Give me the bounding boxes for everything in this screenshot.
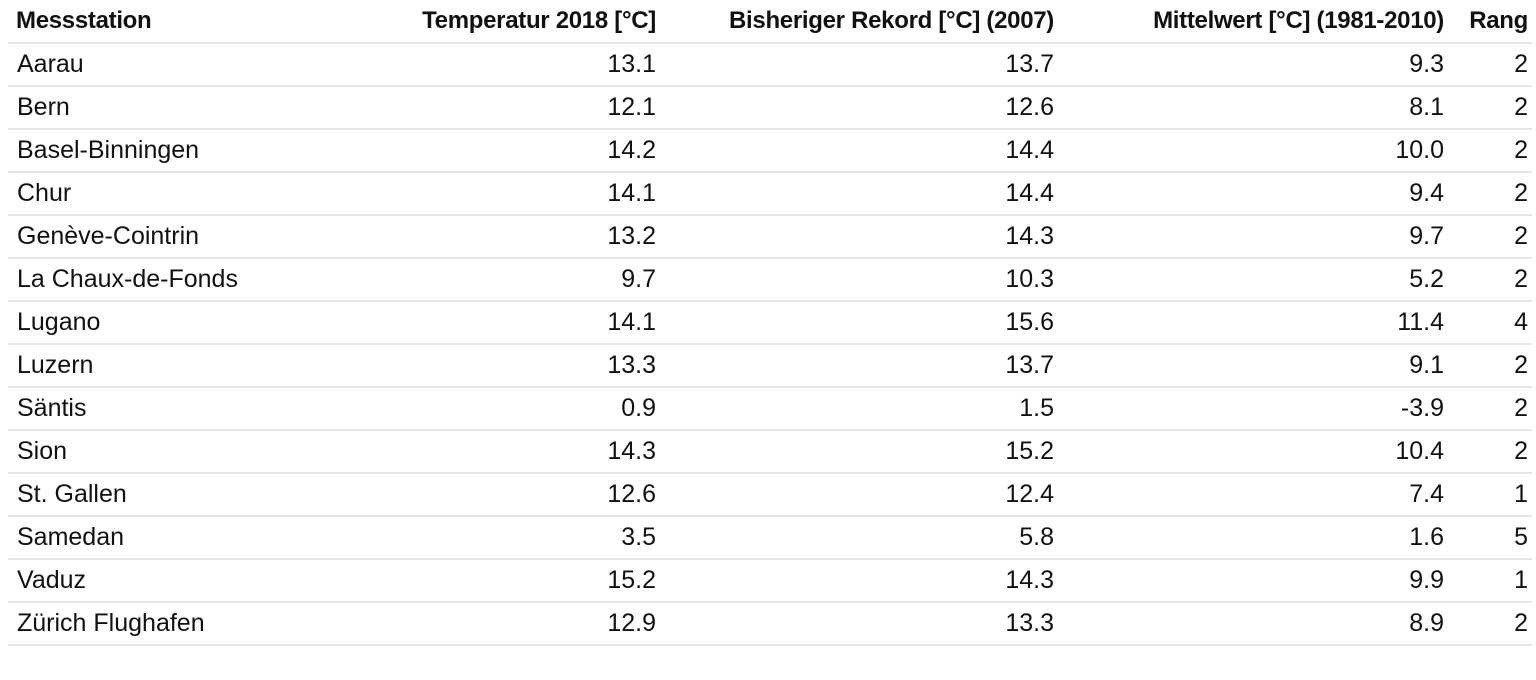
- cell-temp-2018: 14.3: [360, 430, 660, 474]
- cell-temp-2018: 0.9: [360, 387, 660, 431]
- cell-station: Samedan: [8, 516, 360, 560]
- table-row: La Chaux-de-Fonds 9.7 10.3 5.2 2: [8, 258, 1532, 302]
- table-row: Vaduz 15.2 14.3 9.9 1: [8, 559, 1532, 603]
- cell-station: Lugano: [8, 301, 360, 345]
- table-row: Säntis 0.9 1.5 -3.9 2: [8, 387, 1532, 431]
- cell-previous-record: 14.3: [660, 559, 1058, 603]
- cell-mean-value: 1.6: [1058, 516, 1448, 560]
- cell-mean-value: 5.2: [1058, 258, 1448, 302]
- cell-rank: 1: [1448, 559, 1532, 603]
- cell-mean-value: 9.9: [1058, 559, 1448, 603]
- cell-mean-value: 7.4: [1058, 473, 1448, 517]
- table-row: Samedan 3.5 5.8 1.6 5: [8, 516, 1532, 560]
- cell-mean-value: 9.4: [1058, 172, 1448, 216]
- cell-previous-record: 14.4: [660, 129, 1058, 173]
- cell-mean-value: 8.9: [1058, 602, 1448, 646]
- table-row: Lugano 14.1 15.6 11.4 4: [8, 301, 1532, 345]
- cell-rank: 2: [1448, 86, 1532, 130]
- header-rank: Rang: [1448, 0, 1532, 44]
- cell-temp-2018: 9.7: [360, 258, 660, 302]
- cell-mean-value: 10.4: [1058, 430, 1448, 474]
- cell-station: Luzern: [8, 344, 360, 388]
- cell-station: Aarau: [8, 43, 360, 87]
- cell-previous-record: 13.7: [660, 344, 1058, 388]
- table-row: Chur 14.1 14.4 9.4 2: [8, 172, 1532, 216]
- cell-rank: 5: [1448, 516, 1532, 560]
- cell-station: La Chaux-de-Fonds: [8, 258, 360, 302]
- cell-station: Zürich Flughafen: [8, 602, 360, 646]
- cell-mean-value: 9.3: [1058, 43, 1448, 87]
- cell-previous-record: 15.6: [660, 301, 1058, 345]
- cell-station: Sion: [8, 430, 360, 474]
- cell-mean-value: 9.7: [1058, 215, 1448, 259]
- cell-rank: 2: [1448, 258, 1532, 302]
- cell-temp-2018: 3.5: [360, 516, 660, 560]
- temperature-table: Messstation Temperatur 2018 [°C] Bisheri…: [8, 0, 1532, 646]
- cell-rank: 2: [1448, 602, 1532, 646]
- cell-rank: 2: [1448, 344, 1532, 388]
- cell-previous-record: 14.4: [660, 172, 1058, 216]
- cell-temp-2018: 12.1: [360, 86, 660, 130]
- table-row: St. Gallen 12.6 12.4 7.4 1: [8, 473, 1532, 517]
- cell-rank: 1: [1448, 473, 1532, 517]
- cell-rank: 2: [1448, 387, 1532, 431]
- cell-station: Genève-Cointrin: [8, 215, 360, 259]
- header-station: Messstation: [8, 0, 360, 44]
- cell-temp-2018: 12.6: [360, 473, 660, 517]
- cell-station: Säntis: [8, 387, 360, 431]
- cell-rank: 2: [1448, 172, 1532, 216]
- cell-rank: 4: [1448, 301, 1532, 345]
- header-temp-2018: Temperatur 2018 [°C]: [360, 0, 660, 44]
- cell-previous-record: 5.8: [660, 516, 1058, 560]
- table-row: Genève-Cointrin 13.2 14.3 9.7 2: [8, 215, 1532, 259]
- header-mean-value: Mittelwert [°C] (1981-2010): [1058, 0, 1448, 44]
- cell-temp-2018: 13.3: [360, 344, 660, 388]
- cell-station: Bern: [8, 86, 360, 130]
- temperature-table-container: Messstation Temperatur 2018 [°C] Bisheri…: [8, 0, 1532, 646]
- cell-previous-record: 1.5: [660, 387, 1058, 431]
- table-row: Sion 14.3 15.2 10.4 2: [8, 430, 1532, 474]
- cell-previous-record: 10.3: [660, 258, 1058, 302]
- cell-temp-2018: 14.1: [360, 172, 660, 216]
- cell-rank: 2: [1448, 129, 1532, 173]
- cell-station: Chur: [8, 172, 360, 216]
- cell-temp-2018: 13.2: [360, 215, 660, 259]
- table-row: Aarau 13.1 13.7 9.3 2: [8, 43, 1532, 87]
- cell-temp-2018: 14.2: [360, 129, 660, 173]
- table-row: Zürich Flughafen 12.9 13.3 8.9 2: [8, 602, 1532, 646]
- cell-rank: 2: [1448, 215, 1532, 259]
- cell-mean-value: 8.1: [1058, 86, 1448, 130]
- cell-station: Basel-Binningen: [8, 129, 360, 173]
- cell-station: St. Gallen: [8, 473, 360, 517]
- cell-mean-value: 11.4: [1058, 301, 1448, 345]
- cell-rank: 2: [1448, 43, 1532, 87]
- cell-temp-2018: 15.2: [360, 559, 660, 603]
- table-row: Basel-Binningen 14.2 14.4 10.0 2: [8, 129, 1532, 173]
- cell-previous-record: 15.2: [660, 430, 1058, 474]
- cell-station: Vaduz: [8, 559, 360, 603]
- table-row: Luzern 13.3 13.7 9.1 2: [8, 344, 1532, 388]
- header-row: Messstation Temperatur 2018 [°C] Bisheri…: [8, 0, 1532, 44]
- cell-temp-2018: 12.9: [360, 602, 660, 646]
- cell-previous-record: 12.4: [660, 473, 1058, 517]
- cell-rank: 2: [1448, 430, 1532, 474]
- cell-previous-record: 14.3: [660, 215, 1058, 259]
- table-row: Bern 12.1 12.6 8.1 2: [8, 86, 1532, 130]
- header-previous-record: Bisheriger Rekord [°C] (2007): [660, 0, 1058, 44]
- cell-previous-record: 12.6: [660, 86, 1058, 130]
- cell-mean-value: 10.0: [1058, 129, 1448, 173]
- cell-mean-value: 9.1: [1058, 344, 1448, 388]
- cell-mean-value: -3.9: [1058, 387, 1448, 431]
- cell-previous-record: 13.3: [660, 602, 1058, 646]
- cell-temp-2018: 13.1: [360, 43, 660, 87]
- cell-previous-record: 13.7: [660, 43, 1058, 87]
- cell-temp-2018: 14.1: [360, 301, 660, 345]
